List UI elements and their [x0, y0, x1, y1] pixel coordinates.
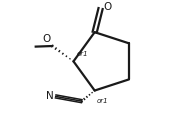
Text: N: N: [46, 91, 54, 101]
Text: or1: or1: [96, 98, 108, 104]
Text: O: O: [103, 2, 111, 12]
Text: or1: or1: [76, 51, 88, 57]
Text: O: O: [43, 34, 51, 44]
